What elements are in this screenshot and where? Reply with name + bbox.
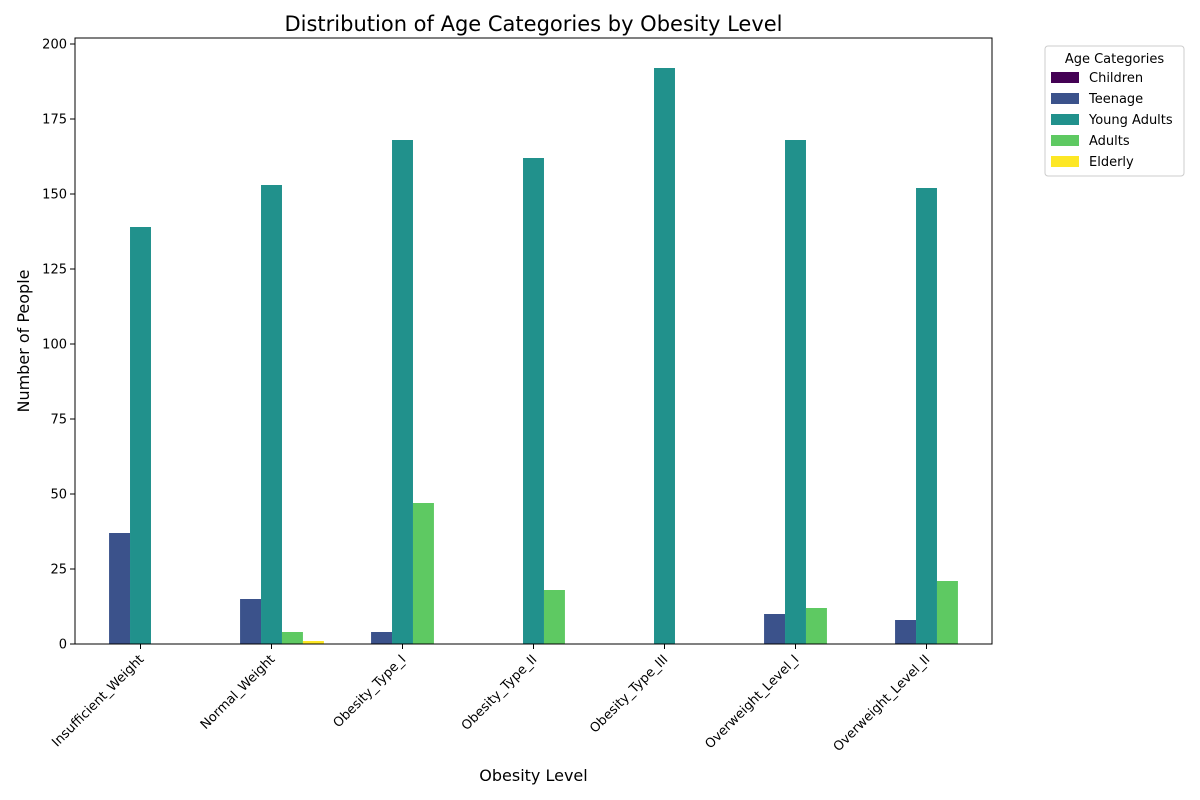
x-axis-label: Obesity Level xyxy=(479,766,587,785)
bar-teenage-overweight-level-ii xyxy=(895,620,917,644)
bar-adults-normal-weight xyxy=(281,632,303,644)
x-tick-label: Overweight_Level_I xyxy=(702,652,802,752)
legend-swatch xyxy=(1051,135,1079,146)
x-tick-label: Overweight_Level_II xyxy=(831,652,934,755)
legend-title: Age Categories xyxy=(1065,52,1165,67)
y-tick-label: 75 xyxy=(50,413,67,428)
y-tick-label: 125 xyxy=(42,263,67,278)
bar-teenage-normal-weight xyxy=(240,599,262,644)
bar-teenage-insufficient-weight xyxy=(109,533,131,644)
bar-elderly-normal-weight xyxy=(302,641,324,644)
legend-items: Children Teenage Young Adults Adults Elderly xyxy=(1051,71,1173,170)
legend-swatch xyxy=(1051,156,1079,167)
y-axis: 0 25 50 75 100 125 150 175 200 xyxy=(42,38,75,653)
bar-young-adults-obesity-type-ii xyxy=(523,158,544,644)
bar-teenage-obesity-type-i xyxy=(371,632,393,644)
x-tick-label: Obesity_Type_III xyxy=(587,652,671,736)
legend-box xyxy=(1044,45,1185,177)
y-tick-label: 100 xyxy=(42,338,67,353)
bar-young-adults-normal-weight xyxy=(261,185,282,644)
y-axis-label: Number of People xyxy=(14,269,33,412)
x-tick-label: Insufficient_Weight xyxy=(49,652,147,750)
x-axis: Insufficient_Weight Normal_Weight Obesity_… xyxy=(49,644,933,755)
y-tick-label: 150 xyxy=(42,188,67,203)
bar-adults-obesity-type-i xyxy=(412,503,434,644)
axes-frame xyxy=(74,37,993,645)
bar-young-adults-insufficient-weight xyxy=(130,227,151,644)
x-tick-label: Obesity_Type_II xyxy=(459,652,540,733)
bar-adults-overweight-level-ii xyxy=(936,581,958,644)
legend-swatch xyxy=(1051,72,1079,83)
bar-adults-overweight-level-i xyxy=(805,608,827,644)
y-tick-label: 50 xyxy=(50,488,67,503)
legend: Age Categories Children Teenage Young Adul… xyxy=(1044,45,1185,177)
y-tick-label: 25 xyxy=(50,563,67,578)
legend-swatch xyxy=(1051,93,1079,104)
legend-entry-label: Adults xyxy=(1089,134,1130,149)
bar-young-adults-obesity-type-i xyxy=(392,140,413,644)
bar-young-adults-overweight-level-i xyxy=(785,140,806,644)
legend-entry-label: Young Adults xyxy=(1088,113,1173,128)
plot-area xyxy=(109,68,958,644)
legend-swatch xyxy=(1051,114,1079,125)
bar-adults-obesity-type-ii xyxy=(543,590,565,644)
bar-teenage-overweight-level-i xyxy=(764,614,786,644)
legend-entry-label: Teenage xyxy=(1088,92,1143,107)
y-tick-label: 0 xyxy=(59,638,67,653)
x-tick-label: Normal_Weight xyxy=(198,652,278,732)
x-tick-label: Obesity_Type_I xyxy=(331,652,410,731)
legend-entry-label: Children xyxy=(1089,71,1143,86)
y-tick-label: 200 xyxy=(42,38,67,53)
chart-title: Distribution of Age Categories by Obesit… xyxy=(284,12,782,36)
bar-young-adults-obesity-type-iii xyxy=(654,68,675,644)
legend-entry-label: Elderly xyxy=(1089,155,1134,170)
y-tick-label: 175 xyxy=(42,113,67,128)
bar-young-adults-overweight-level-ii xyxy=(916,188,937,644)
